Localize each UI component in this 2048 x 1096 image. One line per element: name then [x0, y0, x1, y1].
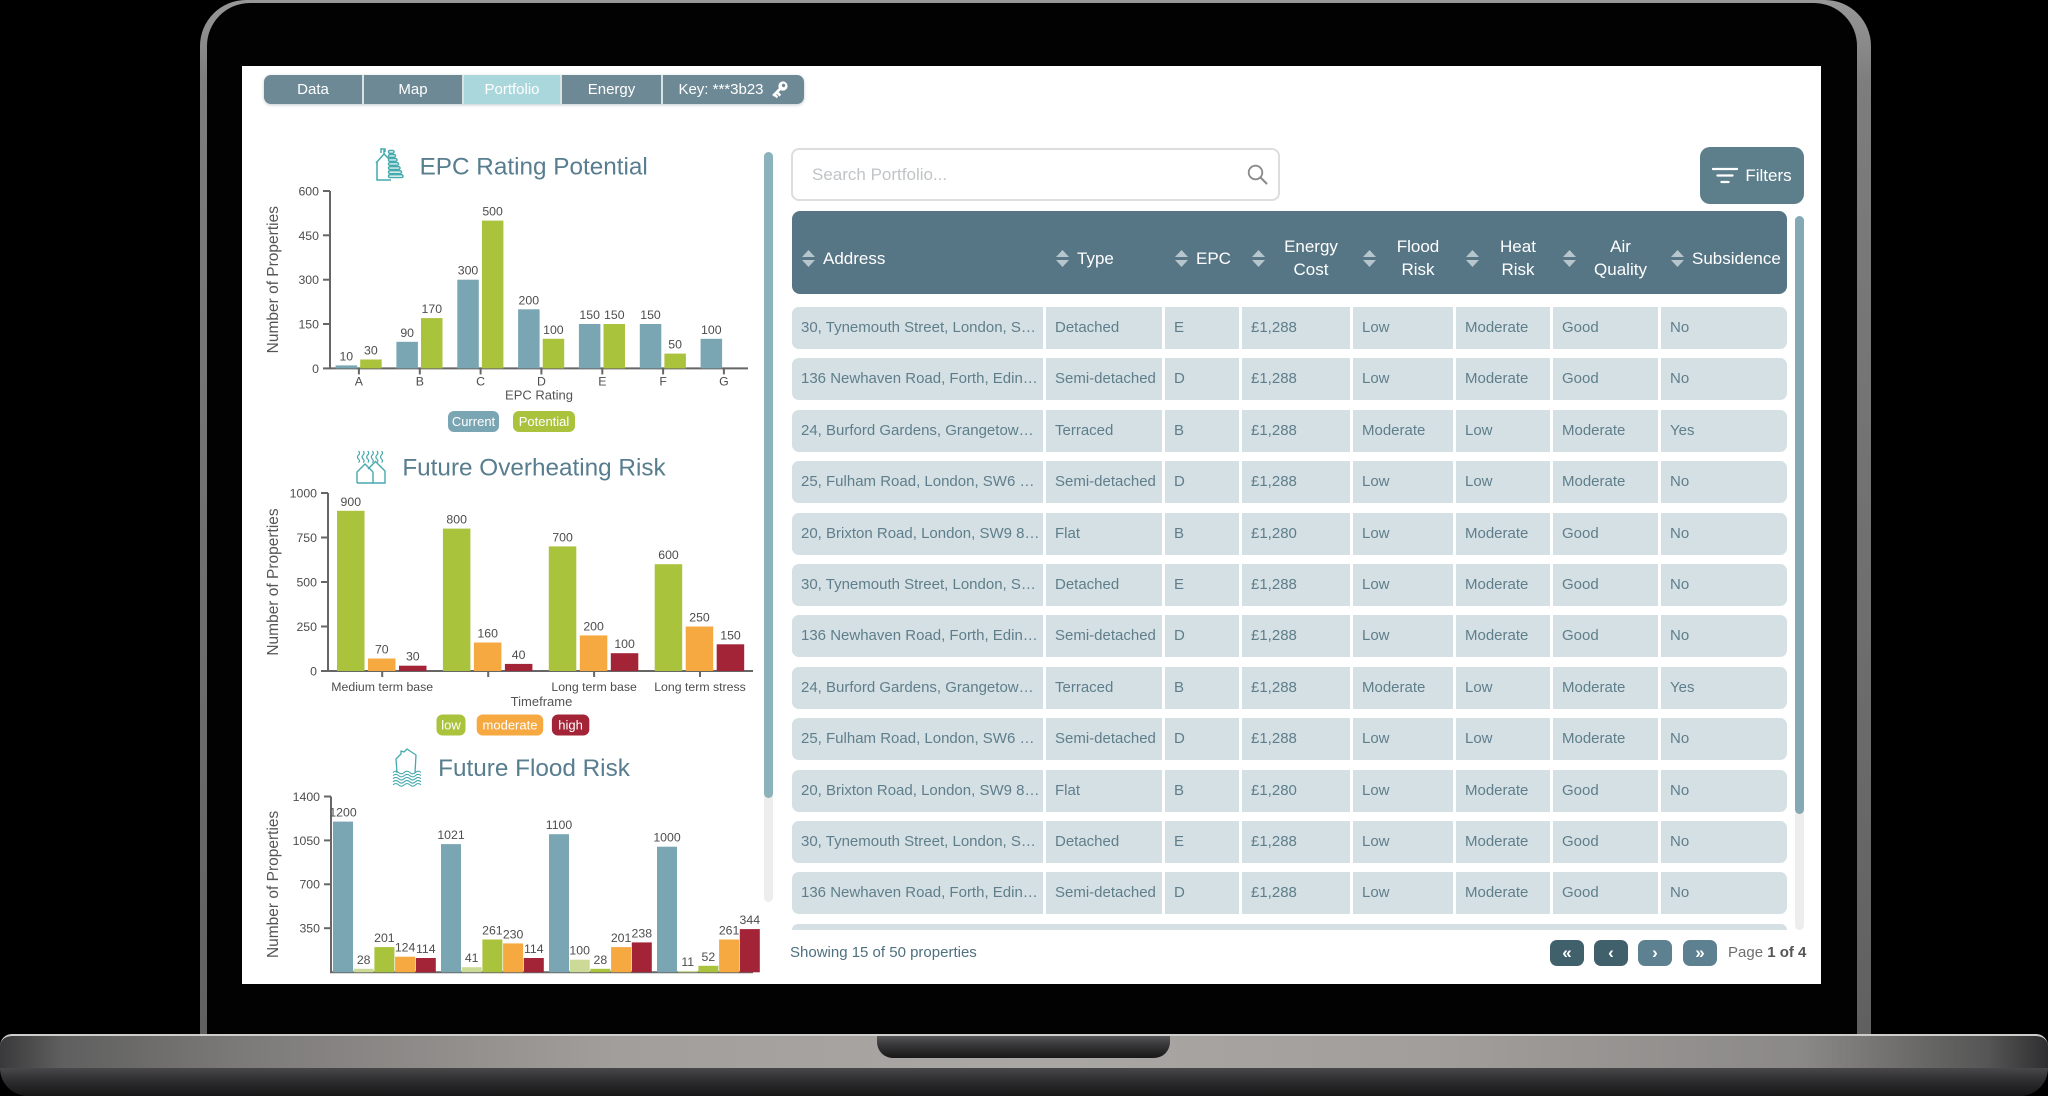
svg-text:500: 500: [482, 205, 503, 219]
svg-text:450: 450: [298, 229, 319, 243]
svg-text:200: 200: [583, 619, 604, 633]
svg-text:90: 90: [400, 326, 414, 340]
svg-text:Long term stress: Long term stress: [654, 680, 746, 694]
svg-text:Number of Properties: Number of Properties: [265, 508, 282, 656]
svg-text:Current: Current: [452, 414, 496, 429]
svg-text:30: 30: [406, 650, 420, 664]
svg-text:C: C: [476, 374, 485, 388]
svg-text:Number of Properties: Number of Properties: [265, 810, 282, 958]
svg-text:300: 300: [458, 264, 479, 278]
svg-text:Timeframe: Timeframe: [511, 694, 573, 709]
svg-text:124: 124: [395, 941, 416, 955]
svg-text:150: 150: [720, 628, 741, 642]
svg-text:52: 52: [702, 950, 716, 964]
svg-text:B: B: [416, 374, 424, 388]
svg-text:100: 100: [614, 637, 635, 651]
svg-text:E: E: [598, 374, 606, 388]
svg-text:1200: 1200: [329, 806, 357, 820]
svg-text:600: 600: [298, 184, 319, 198]
svg-text:1000: 1000: [653, 831, 681, 845]
svg-text:150: 150: [298, 317, 319, 331]
svg-text:F: F: [659, 374, 667, 388]
svg-text:300: 300: [298, 273, 319, 287]
svg-text:Future Overheating Risk: Future Overheating Risk: [402, 455, 666, 482]
svg-text:800: 800: [446, 513, 467, 527]
svg-text:1400: 1400: [293, 790, 321, 804]
svg-text:100: 100: [569, 944, 590, 958]
svg-text:150: 150: [604, 308, 625, 322]
svg-text:160: 160: [477, 627, 498, 641]
svg-text:40: 40: [512, 648, 526, 662]
svg-text:114: 114: [524, 942, 544, 956]
svg-text:150: 150: [640, 308, 661, 322]
svg-text:EPC Rating Potential: EPC Rating Potential: [420, 153, 648, 180]
svg-text:200: 200: [519, 293, 540, 307]
svg-text:150: 150: [579, 308, 600, 322]
svg-text:1050: 1050: [293, 834, 321, 848]
svg-text:Medium term base: Medium term base: [331, 680, 433, 694]
svg-text:900: 900: [341, 495, 362, 509]
svg-text:G: G: [719, 374, 729, 388]
svg-text:114: 114: [416, 942, 436, 956]
svg-text:100: 100: [701, 323, 722, 337]
svg-text:Long term base: Long term base: [551, 680, 637, 694]
svg-text:Potential: Potential: [519, 414, 570, 429]
svg-text:A: A: [355, 374, 364, 388]
svg-text:30: 30: [364, 344, 378, 358]
svg-text:350: 350: [299, 922, 320, 936]
svg-text:230: 230: [503, 927, 524, 941]
svg-text:11: 11: [681, 955, 694, 969]
svg-text:low: low: [441, 718, 461, 733]
svg-text:70: 70: [375, 643, 389, 657]
svg-text:D: D: [537, 374, 546, 388]
svg-text:50: 50: [668, 338, 682, 352]
svg-text:250: 250: [296, 620, 317, 634]
svg-text:1000: 1000: [290, 486, 318, 500]
svg-text:250: 250: [689, 611, 710, 625]
svg-text:EPC Rating: EPC Rating: [505, 387, 573, 402]
svg-text:high: high: [558, 718, 583, 733]
svg-text:201: 201: [374, 931, 395, 945]
svg-text:700: 700: [552, 530, 573, 544]
svg-text:28: 28: [357, 953, 371, 967]
svg-text:261: 261: [719, 924, 740, 938]
svg-text:600: 600: [658, 548, 679, 562]
svg-text:1021: 1021: [437, 828, 465, 842]
svg-text:41: 41: [465, 951, 479, 965]
svg-text:0: 0: [310, 664, 317, 678]
svg-text:10: 10: [339, 349, 353, 363]
svg-text:700: 700: [299, 878, 320, 892]
svg-text:moderate: moderate: [483, 718, 538, 733]
svg-text:201: 201: [611, 931, 632, 945]
svg-text:28: 28: [594, 953, 608, 967]
svg-text:170: 170: [422, 302, 443, 316]
svg-text:0: 0: [312, 362, 319, 376]
svg-text:344: 344: [740, 913, 760, 927]
svg-text:Number of Properties: Number of Properties: [265, 206, 282, 354]
svg-text:1100: 1100: [546, 818, 573, 832]
svg-text:500: 500: [296, 575, 317, 589]
svg-text:750: 750: [296, 531, 317, 545]
svg-text:261: 261: [482, 924, 503, 938]
svg-text:238: 238: [632, 926, 653, 940]
svg-text:Future Flood Risk: Future Flood Risk: [438, 755, 631, 782]
svg-text:100: 100: [543, 323, 564, 337]
